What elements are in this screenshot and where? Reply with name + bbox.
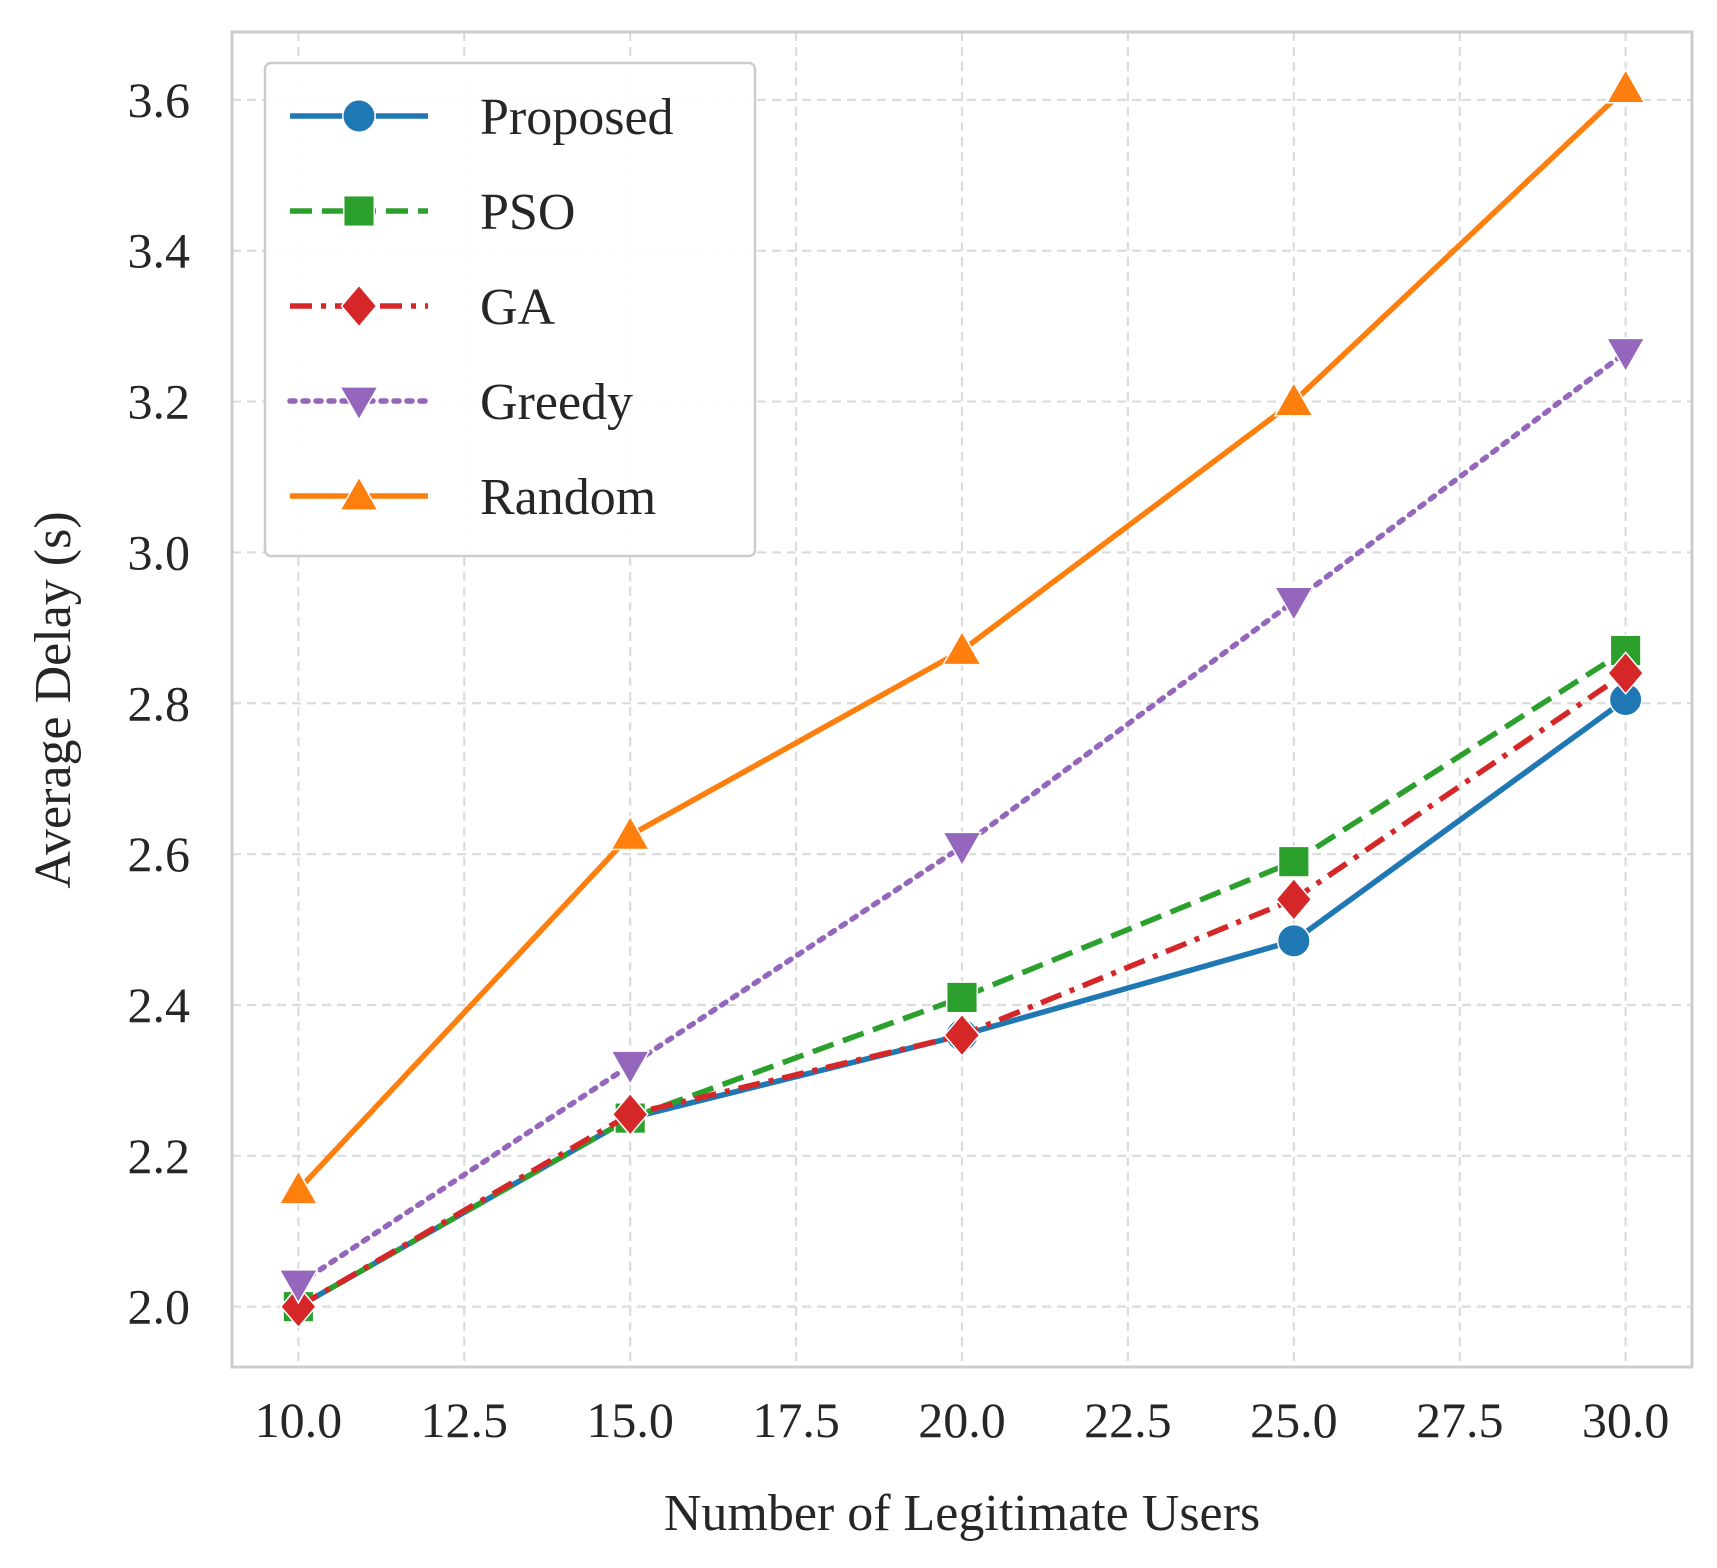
data-point [609,814,651,851]
data-point [1607,651,1645,695]
data-point [945,981,979,1014]
series-ga [279,651,1645,1329]
series-group [278,68,1646,1329]
legend-marker [342,194,376,228]
data-point [1277,845,1310,878]
legend-marker [338,475,380,511]
data-point [1273,586,1315,622]
data-point [279,1284,317,1329]
x-tick-label: 27.5 [1416,1392,1504,1448]
series-greedy [278,337,1646,1305]
legend-marker [342,99,376,133]
legend-label: PSO [480,184,575,241]
x-tick-label: 30.0 [1582,1392,1670,1448]
data-point [1273,381,1315,417]
data-point [943,1013,981,1057]
legend-marker [340,284,378,328]
x-tick-label: 15.0 [586,1392,674,1448]
data-point [278,1269,319,1305]
x-tick-label: 12.5 [421,1392,509,1448]
x-tick-label: 20.0 [918,1392,1006,1448]
y-tick-label: 2.4 [128,977,191,1033]
legend: Proposed PSO GA Greedy Random [263,61,757,558]
y-tick-label: 2.2 [128,1128,191,1184]
data-point [941,831,983,867]
legend-label: Random [480,469,656,526]
y-tick-label: 2.8 [128,675,191,731]
legend-item-random: Random [290,469,656,526]
legend-item-pso: PSO [290,184,575,241]
x-tick-label: 17.5 [752,1392,840,1448]
series-random [278,68,1646,1205]
legend-box [263,61,757,558]
data-point [1275,877,1313,922]
y-tick-label: 3.0 [128,524,191,580]
data-point [1605,337,1646,373]
series-line [297,648,1628,1310]
legend-label: GA [480,279,556,336]
data-point [1605,68,1646,104]
y-tick-label: 2.0 [128,1279,191,1335]
data-point [611,1092,649,1137]
data-point [1276,923,1311,958]
data-point [941,630,983,666]
legend-label: Proposed [480,89,674,146]
y-tick-label: 3.4 [128,223,191,279]
y-tick-label: 3.6 [128,72,191,128]
y-tick-label: 2.6 [128,826,191,882]
legend-marker [338,386,380,422]
y-tick-label: 3.2 [128,374,191,430]
y-axis-label: Average Delay (s) [25,511,82,888]
x-axis-label: Number of Legitimate Users [664,1485,1260,1542]
x-tick-label: 25.0 [1250,1392,1338,1448]
x-tick-label: 22.5 [1084,1392,1172,1448]
legend-item-ga: GA [290,279,556,336]
plot-frame [230,30,1694,1369]
legend-item-greedy: Greedy [287,374,633,431]
legend-item-proposed: Proposed [290,89,674,146]
tick-labels: 10.0 12.5 15.0 17.5 20.0 22.5 25.0 27.5 30.0 2.0 2… [128,72,1670,1448]
x-tick-label: 10.0 [255,1392,343,1448]
data-point [278,1169,319,1205]
data-point [609,1050,651,1086]
legend-label: Greedy [480,374,633,431]
